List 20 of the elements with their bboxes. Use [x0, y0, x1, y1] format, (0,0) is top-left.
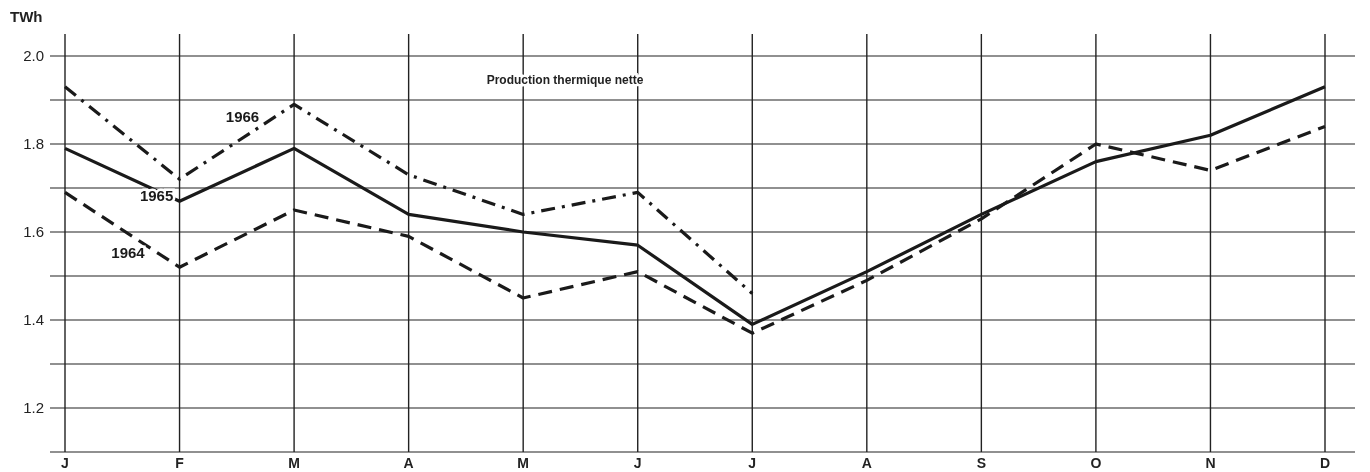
x-tick-label: M: [288, 455, 300, 471]
y-tick-label: 1.4: [23, 311, 44, 328]
series-label: 1966: [225, 108, 260, 126]
x-tick-label: J: [748, 455, 757, 471]
x-tick-label: A: [861, 455, 872, 471]
x-tick-label: A: [403, 455, 414, 471]
y-tick-label: 1.2: [23, 399, 44, 416]
y-axis-title: TWh: [10, 8, 43, 25]
y-tick-label: 1.8: [23, 135, 44, 152]
x-tick-label: D: [1319, 455, 1331, 471]
series-label: 1964: [111, 243, 146, 261]
x-tick-label: N: [1205, 455, 1216, 471]
x-tick-label: M: [517, 455, 530, 471]
y-tick-label: 1.6: [23, 223, 44, 240]
x-tick-label: F: [175, 455, 185, 471]
y-tick-label: 2.0: [23, 47, 44, 64]
x-tick-label: S: [976, 455, 987, 471]
x-tick-label: O: [1090, 455, 1102, 471]
x-tick-label: J: [633, 455, 642, 471]
x-tick-label: J: [61, 455, 69, 471]
